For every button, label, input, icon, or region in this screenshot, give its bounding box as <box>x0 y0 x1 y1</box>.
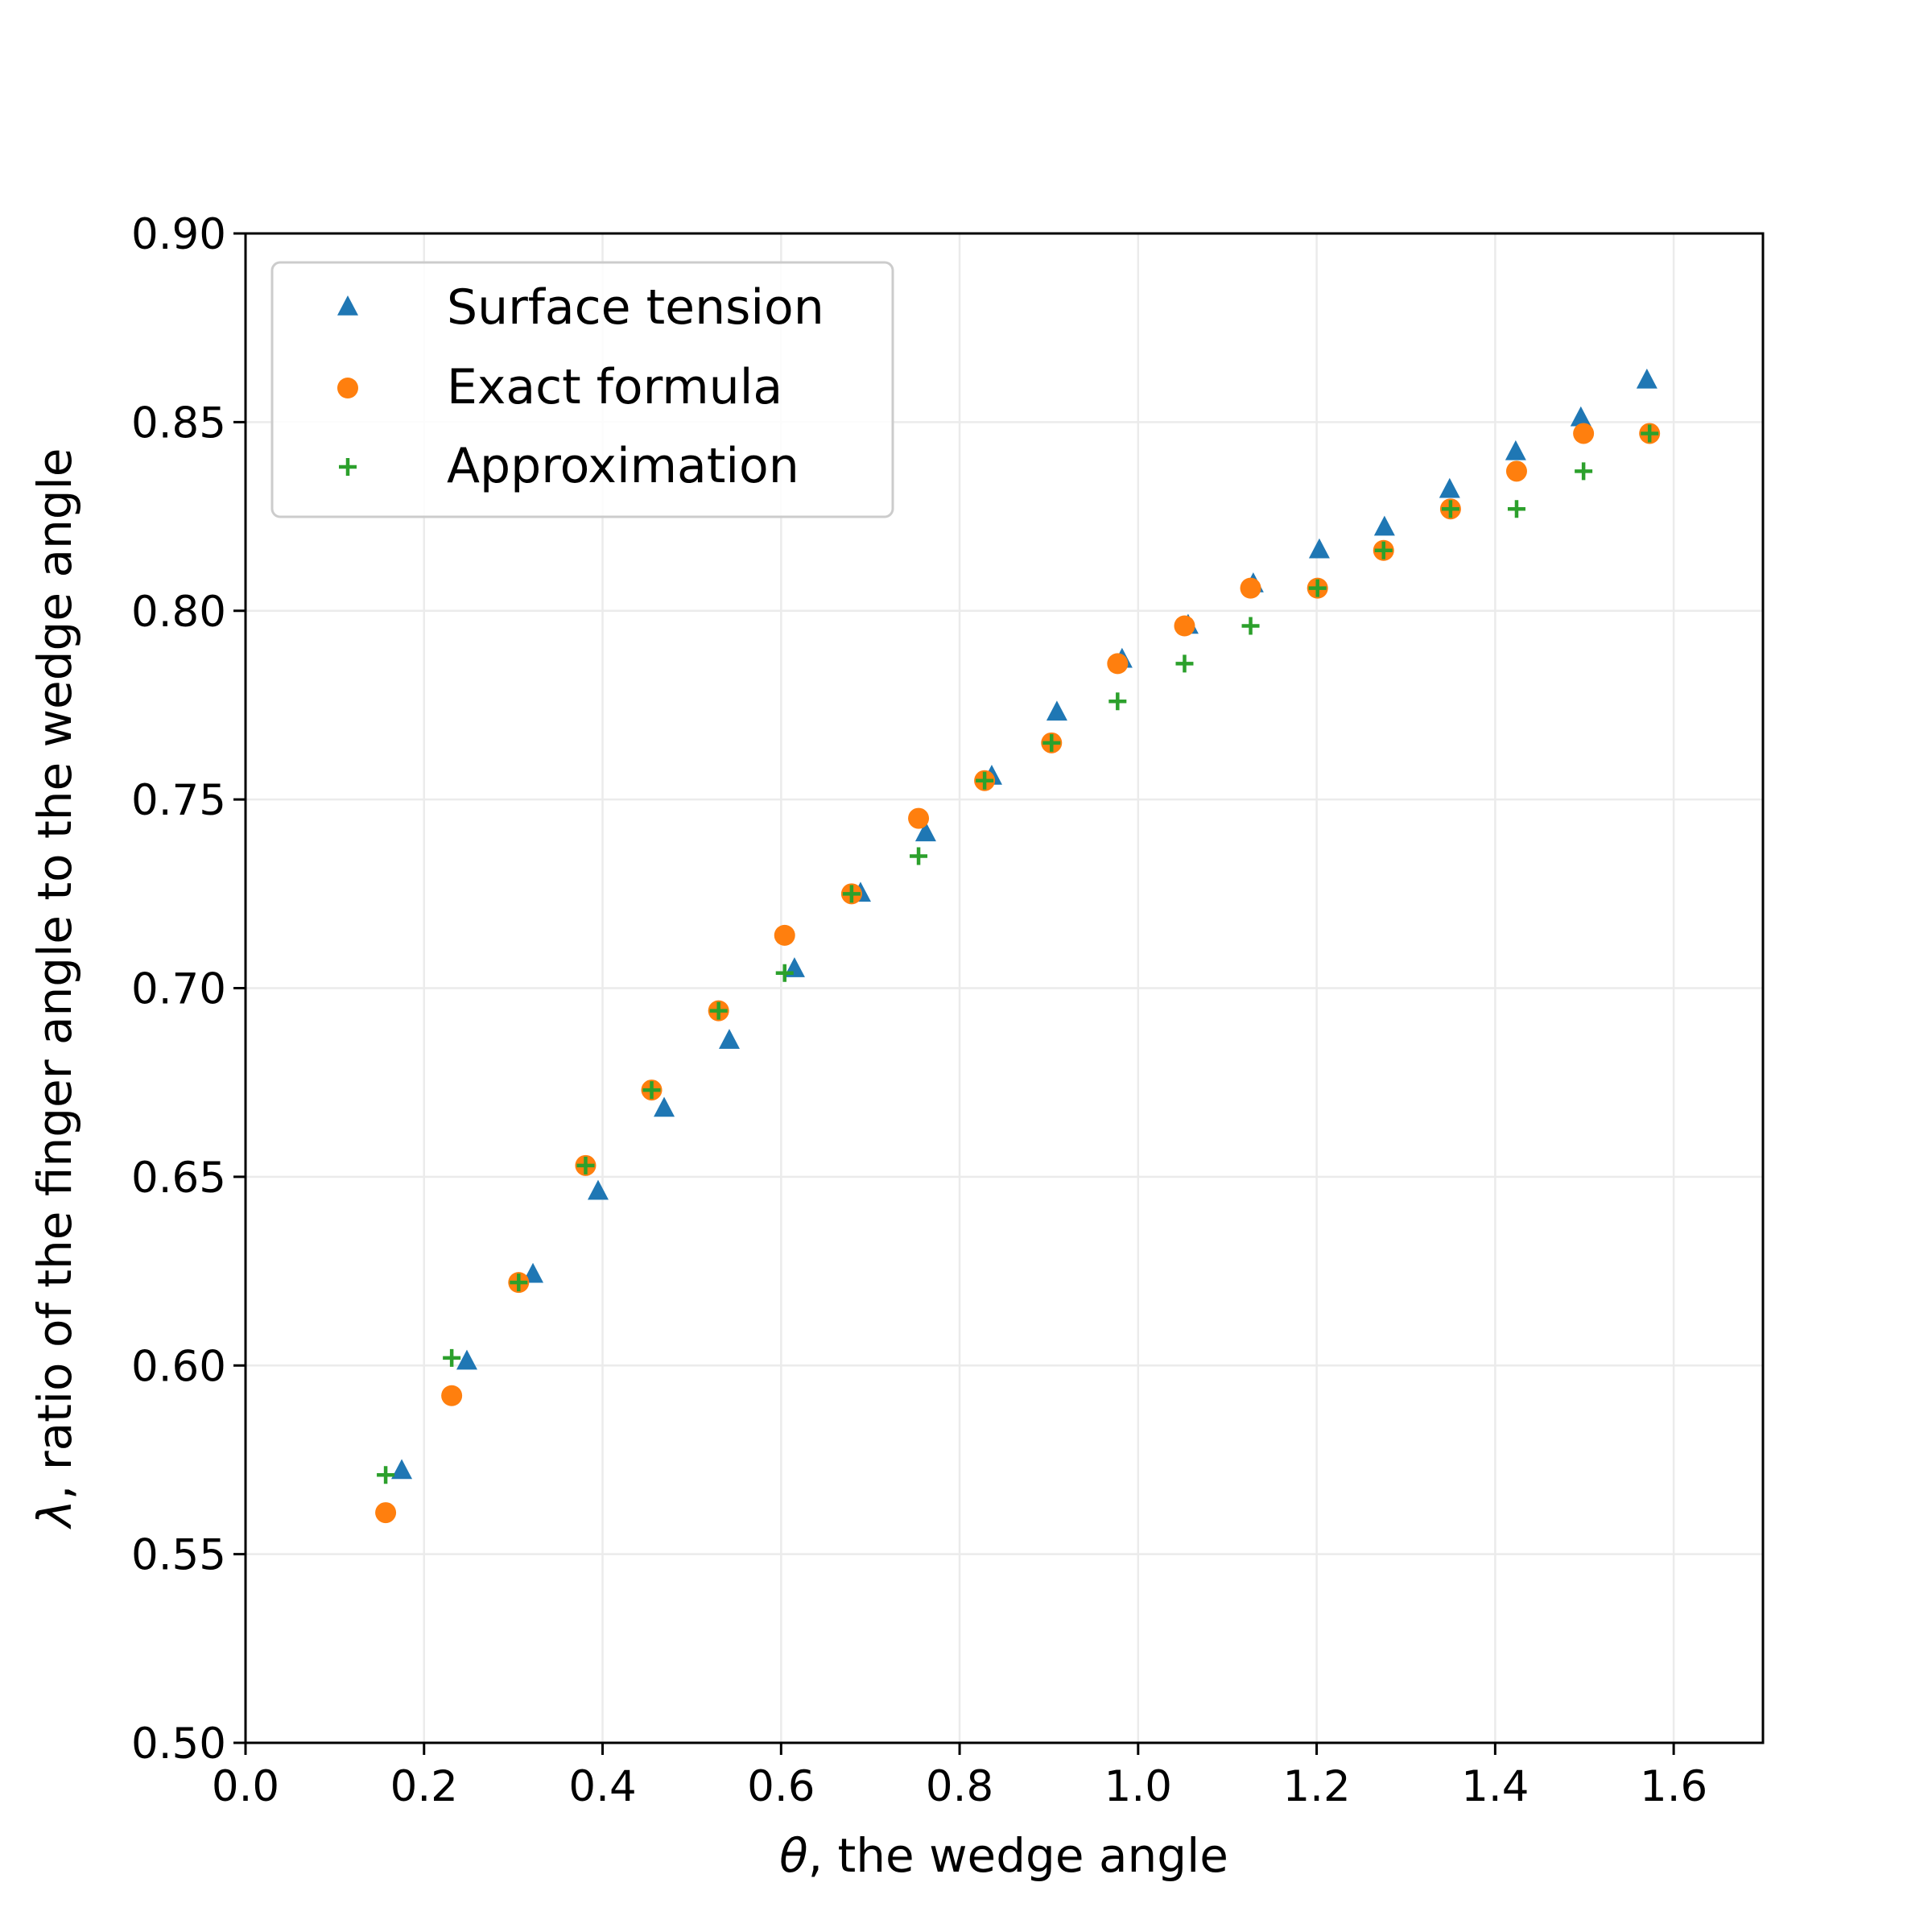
y-axis-symbol: λ <box>27 1500 82 1530</box>
y-tick-label: 0.80 <box>131 588 226 637</box>
x-tick-label: 0.0 <box>212 1762 279 1811</box>
exact-formula-point <box>774 924 795 946</box>
approximation-point <box>377 1466 395 1484</box>
exact-formula-point <box>1573 423 1595 444</box>
x-tick-label: 0.2 <box>390 1762 458 1811</box>
legend-markers <box>337 295 358 476</box>
approximation-point <box>842 885 861 903</box>
legend-label-surface-tension: Surface tension <box>447 279 824 336</box>
surface-tension-point <box>654 1096 675 1117</box>
approximation-point <box>1441 500 1459 518</box>
legend-marker-exact-formula <box>337 378 358 398</box>
approximation-point <box>642 1081 661 1100</box>
legend-marker-approximation <box>339 458 357 476</box>
x-axis-symbol: θ <box>779 1828 808 1883</box>
surface-tension-point <box>1439 477 1460 498</box>
axis-ticks: 0.0 0.2 0.4 0.6 0.8 1.0 1.2 1.4 1.6 0.50 0.55 0.60 0… <box>131 210 1707 1811</box>
surface-tension-point <box>1308 538 1330 559</box>
surface-tension-point <box>914 821 936 842</box>
y-tick-label: 0.75 <box>131 776 226 825</box>
legend-box <box>270 261 894 518</box>
x-tick-label: 1.2 <box>1282 1762 1350 1811</box>
legend-label-approximation: Approximation <box>447 438 799 494</box>
exact-formula-point <box>1107 653 1129 675</box>
approximation-point <box>1175 654 1194 673</box>
x-tick-label: 1.6 <box>1640 1762 1707 1811</box>
y-tick-label: 0.65 <box>131 1154 226 1203</box>
exact-formula-point <box>1505 460 1527 482</box>
x-tick-label: 0.4 <box>568 1762 636 1811</box>
approximation-point <box>1575 462 1593 481</box>
approximation-point <box>1241 617 1260 635</box>
approximation-point <box>1108 692 1127 711</box>
approximation-point <box>1042 733 1061 752</box>
y-tick-label: 0.60 <box>131 1342 226 1391</box>
surface-tension-point <box>1046 700 1067 721</box>
y-tick-label: 0.85 <box>131 398 226 448</box>
surface-tension-point <box>1570 406 1591 427</box>
surface-tension-point <box>1373 515 1395 536</box>
legend-marker-surface-tension <box>337 295 358 316</box>
surface-tension-point <box>718 1029 740 1049</box>
approximation-point <box>510 1274 528 1292</box>
surface-tension-point <box>587 1179 609 1200</box>
x-tick-label: 0.6 <box>747 1762 815 1811</box>
y-tick-label: 0.90 <box>131 210 226 259</box>
legend-label-exact-formula: Exact formula <box>447 359 782 415</box>
exact-formula-point <box>375 1502 397 1524</box>
approximation-point <box>576 1156 595 1174</box>
data-points <box>375 368 1661 1524</box>
legend: Surface tension Exact formula Approximat… <box>270 261 894 518</box>
surface-tension-point <box>391 1459 413 1480</box>
approximation-point <box>443 1348 461 1367</box>
exact-formula-point <box>1240 577 1261 599</box>
approximation-point <box>1308 579 1327 597</box>
approximation-point <box>910 847 928 865</box>
y-tick-label: 0.70 <box>131 965 226 1014</box>
y-tick-label: 0.55 <box>131 1531 226 1580</box>
x-tick-label: 1.0 <box>1104 1762 1172 1811</box>
exact-formula-point <box>908 807 930 829</box>
approximation-point <box>1641 424 1659 443</box>
approximation-point <box>976 771 994 790</box>
exact-formula-point <box>1174 615 1195 637</box>
approximation-point <box>709 1001 728 1020</box>
approximation-point <box>775 964 794 982</box>
y-axis-label-text: , ratio of the finger angle to the wedge… <box>27 448 82 1501</box>
y-axis-title: λ, ratio of the finger angle to the wedg… <box>27 448 82 1530</box>
approximation-point <box>1507 500 1525 518</box>
surface-tension-point <box>1505 440 1526 460</box>
surface-tension-point <box>456 1349 477 1370</box>
surface-tension-point <box>1636 368 1657 389</box>
x-tick-label: 1.4 <box>1461 1762 1529 1811</box>
x-axis-label-text: , the wedge angle <box>808 1828 1228 1883</box>
exact-formula-point <box>441 1385 463 1406</box>
x-axis-title: θ, the wedge angle <box>779 1828 1228 1883</box>
x-tick-label: 0.8 <box>926 1762 993 1811</box>
approximation-point <box>1374 541 1393 559</box>
y-tick-label: 0.50 <box>131 1719 226 1769</box>
